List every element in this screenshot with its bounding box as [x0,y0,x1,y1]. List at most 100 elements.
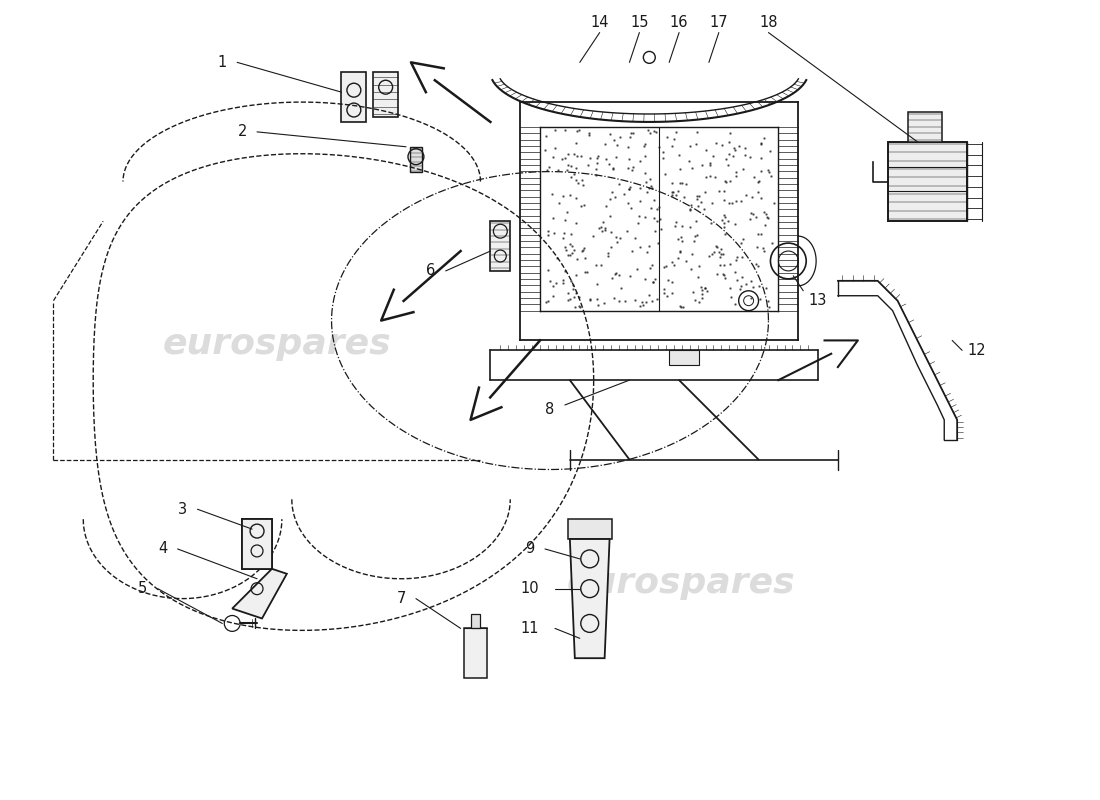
Point [619,196,637,209]
Point [579,266,596,278]
Text: 3: 3 [178,502,187,517]
Point [683,248,701,261]
Point [559,164,576,177]
Point [559,286,576,299]
Point [550,196,568,209]
Text: 18: 18 [759,15,778,30]
Point [702,217,719,230]
Point [564,279,582,292]
Point [547,142,564,154]
Point [747,210,764,223]
Point [624,161,641,174]
Point [562,171,580,184]
Point [727,166,745,178]
Point [715,185,733,198]
Point [566,137,584,150]
Point [713,214,730,226]
Point [689,193,706,206]
Point [734,251,751,264]
Point [686,294,704,306]
Point [649,236,667,249]
Point [663,189,681,202]
Point [698,285,716,298]
Point [636,167,653,180]
Point [562,274,580,287]
Point [751,293,769,306]
Point [714,247,732,260]
Point [656,167,673,180]
Point [750,279,768,292]
Point [607,230,625,243]
Point [711,246,728,258]
Point [762,170,780,182]
Point [629,217,647,230]
Point [689,270,706,283]
Point [722,282,739,294]
Point [591,222,608,234]
Point [548,252,565,265]
Point [711,185,728,198]
Polygon shape [570,539,609,658]
Point [760,166,778,178]
Point [732,194,749,207]
Point [693,291,711,304]
Point [600,250,617,262]
Point [587,169,605,182]
Point [603,185,620,198]
Point [663,186,681,198]
Point [580,158,597,171]
Point [566,269,584,282]
FancyBboxPatch shape [373,72,398,117]
Point [703,197,720,210]
Point [670,149,688,162]
Point [558,205,575,218]
Point [717,175,735,188]
Point [570,300,587,313]
Point [707,267,725,280]
Point [631,194,649,207]
Point [563,246,581,259]
Point [641,261,659,274]
Point [650,141,668,154]
Point [645,211,662,224]
Point [558,243,575,256]
Point [738,278,756,290]
Point [596,222,614,234]
Point [720,196,738,209]
Point [569,150,586,162]
Point [763,237,781,250]
Point [749,186,767,198]
Point [701,159,718,172]
Point [576,252,594,265]
Point [539,224,557,237]
Point [642,182,660,194]
Point [690,190,707,202]
Point [727,266,745,279]
Point [572,199,590,212]
Text: 14: 14 [591,15,609,30]
Point [720,148,738,161]
Point [719,214,737,227]
Point [749,228,767,241]
Point [744,207,761,220]
Point [570,291,587,304]
Point [600,247,617,260]
Point [751,191,769,204]
Point [636,211,653,224]
Point [724,197,741,210]
Point [566,217,584,230]
Text: 4: 4 [158,542,167,557]
Point [676,177,694,190]
Point [656,261,673,274]
Point [666,258,683,271]
Point [690,199,707,212]
Point [590,298,607,311]
Point [680,154,697,167]
Point [715,258,733,271]
Point [559,158,576,171]
Point [645,276,662,289]
Point [636,139,653,152]
Point [717,153,735,166]
Point [726,298,744,310]
Point [701,157,718,170]
